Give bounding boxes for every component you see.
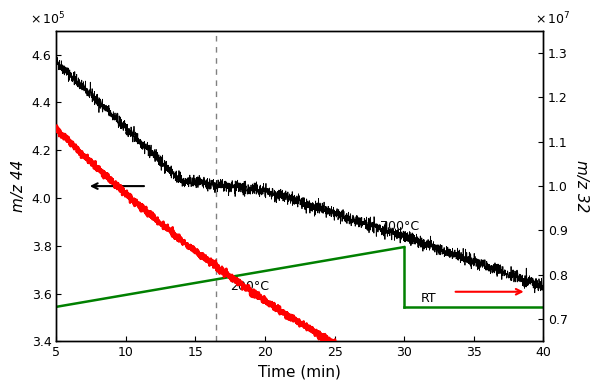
X-axis label: Time (min): Time (min): [259, 365, 341, 380]
Text: 200°C: 200°C: [230, 280, 269, 292]
Text: RT: RT: [421, 292, 436, 305]
Text: 700°C: 700°C: [380, 220, 419, 233]
Text: $\times\,10^5$: $\times\,10^5$: [29, 11, 65, 28]
Y-axis label: m/z 44: m/z 44: [11, 160, 26, 212]
Y-axis label: m/z 32: m/z 32: [574, 160, 589, 212]
Text: $\times\,10^7$: $\times\,10^7$: [535, 11, 570, 28]
